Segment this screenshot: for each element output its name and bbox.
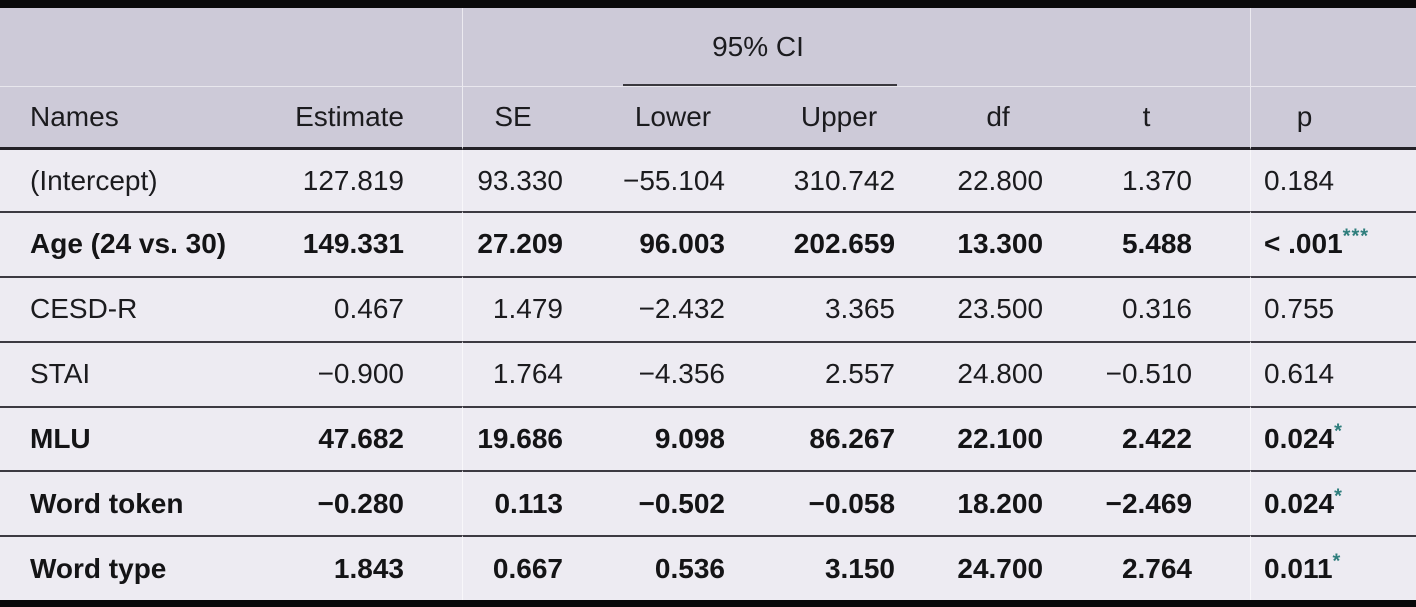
- cell-t: −0.510: [1101, 340, 1251, 406]
- cell-se: 93.330: [462, 150, 621, 212]
- cell-upper: 202.659: [783, 211, 954, 276]
- cell-se: 27.209: [462, 211, 621, 276]
- p-value: 0.024: [1264, 487, 1335, 519]
- cell-t: −2.469: [1101, 470, 1251, 536]
- cell-name: Word type: [0, 535, 289, 600]
- table-row-word-type: Word type 1.843 0.667 0.536 3.150 24.700…: [0, 535, 1416, 600]
- p-value: 0.755: [1264, 293, 1335, 325]
- cell-se: 0.113: [462, 470, 621, 536]
- p-value: 0.614: [1264, 358, 1335, 390]
- cell-df: 23.500: [953, 275, 1102, 341]
- cell-se: 1.479: [462, 275, 621, 341]
- cell-lower: −55.104: [621, 150, 783, 212]
- cell-name: STAI: [0, 340, 289, 406]
- spanner-empty-p: [1250, 8, 1416, 87]
- cell-name: Age (24 vs. 30): [0, 211, 289, 276]
- p-value: 0.011: [1264, 552, 1333, 584]
- cell-name: CESD-R: [0, 275, 289, 341]
- table-row-intercept: (Intercept) 127.819 93.330 −55.104 310.7…: [0, 150, 1416, 212]
- cell-t: 2.422: [1101, 405, 1251, 471]
- cell-upper: 86.267: [783, 405, 954, 471]
- cell-upper: −0.058: [783, 470, 954, 536]
- cell-estimate: 1.843: [289, 535, 462, 600]
- cell-lower: −4.356: [621, 340, 783, 406]
- cell-lower: 9.098: [621, 405, 783, 471]
- cell-se: 19.686: [462, 405, 621, 471]
- spanner-empty-df: [953, 8, 1102, 87]
- cell-estimate: 149.331: [289, 211, 462, 276]
- coefficients-table: 95% CI Names Estimate SE Lower Upper df …: [0, 8, 1416, 600]
- cell-p: < .001***: [1250, 211, 1416, 276]
- cell-upper: 310.742: [783, 150, 954, 212]
- table-row-word-token: Word token −0.280 0.113 −0.502 −0.058 18…: [0, 470, 1416, 536]
- cell-t: 2.764: [1101, 535, 1251, 600]
- spanner-empty-se: [462, 8, 621, 87]
- spanner-row: 95% CI: [0, 8, 1416, 87]
- significance-stars: *: [1332, 550, 1342, 573]
- cell-df: 13.300: [953, 211, 1102, 276]
- cell-df: 24.800: [953, 340, 1102, 406]
- cell-t: 1.370: [1101, 150, 1251, 212]
- column-labels-row: Names Estimate SE Lower Upper df t p: [0, 87, 1416, 150]
- significance-stars: ***: [1342, 226, 1370, 249]
- cell-name: (Intercept): [0, 150, 289, 212]
- col-header-names: Names: [0, 87, 289, 150]
- table-body: (Intercept) 127.819 93.330 −55.104 310.7…: [0, 150, 1416, 600]
- cell-upper: 2.557: [783, 340, 954, 406]
- ci-spanner-label: 95% CI: [712, 31, 804, 62]
- cell-se: 0.667: [462, 535, 621, 600]
- cell-estimate: −0.280: [289, 470, 462, 536]
- cell-p: 0.184: [1250, 150, 1416, 212]
- cell-estimate: 47.682: [289, 405, 462, 471]
- cell-p: 0.755: [1250, 275, 1416, 341]
- col-header-estimate: Estimate: [289, 87, 462, 150]
- cell-p: 0.024*: [1250, 470, 1416, 536]
- cell-df: 24.700: [953, 535, 1102, 600]
- cell-upper: 3.150: [783, 535, 954, 600]
- table-row-cesdr: CESD-R 0.467 1.479 −2.432 3.365 23.500 0…: [0, 275, 1416, 341]
- p-value: 0.184: [1264, 164, 1335, 196]
- col-header-upper: Upper: [783, 87, 954, 150]
- table-header: 95% CI Names Estimate SE Lower Upper df …: [0, 8, 1416, 150]
- cell-lower: 96.003: [621, 211, 783, 276]
- col-header-t: t: [1101, 87, 1251, 150]
- cell-df: 18.200: [953, 470, 1102, 536]
- p-value: < .001: [1264, 228, 1343, 260]
- significance-stars: *: [1334, 420, 1343, 443]
- ci-spanner-underline: [623, 84, 898, 86]
- spanner-empty-names: [0, 8, 289, 87]
- cell-p: 0.614: [1250, 340, 1416, 406]
- spanner-empty-t: [1101, 8, 1251, 87]
- cell-estimate: 127.819: [289, 150, 462, 212]
- cell-name: MLU: [0, 405, 289, 471]
- p-value: 0.024: [1264, 422, 1335, 454]
- cell-df: 22.100: [953, 405, 1102, 471]
- cell-lower: −2.432: [621, 275, 783, 341]
- cell-p: 0.011*: [1250, 535, 1416, 600]
- table-row-age: Age (24 vs. 30) 149.331 27.209 96.003 20…: [0, 211, 1416, 276]
- table-row-mlu: MLU 47.682 19.686 9.098 86.267 22.100 2.…: [0, 405, 1416, 471]
- significance-stars: *: [1334, 485, 1343, 508]
- cell-p: 0.024*: [1250, 405, 1416, 471]
- spanner-empty-estimate: [289, 8, 462, 87]
- table-row-stai: STAI −0.900 1.764 −4.356 2.557 24.800 −0…: [0, 340, 1416, 406]
- col-header-se: SE: [462, 87, 621, 150]
- col-header-p: p: [1250, 87, 1416, 150]
- cell-t: 0.316: [1101, 275, 1251, 341]
- cell-t: 5.488: [1101, 211, 1251, 276]
- cell-df: 22.800: [953, 150, 1102, 212]
- cell-upper: 3.365: [783, 275, 954, 341]
- cell-name: Word token: [0, 470, 289, 536]
- cell-se: 1.764: [462, 340, 621, 406]
- cell-estimate: 0.467: [289, 275, 462, 341]
- col-header-df: df: [953, 87, 1102, 150]
- cell-lower: −0.502: [621, 470, 783, 536]
- cell-lower: 0.536: [621, 535, 783, 600]
- cell-estimate: −0.900: [289, 340, 462, 406]
- col-header-lower: Lower: [621, 87, 783, 150]
- ci-spanner-cell: 95% CI: [621, 8, 954, 87]
